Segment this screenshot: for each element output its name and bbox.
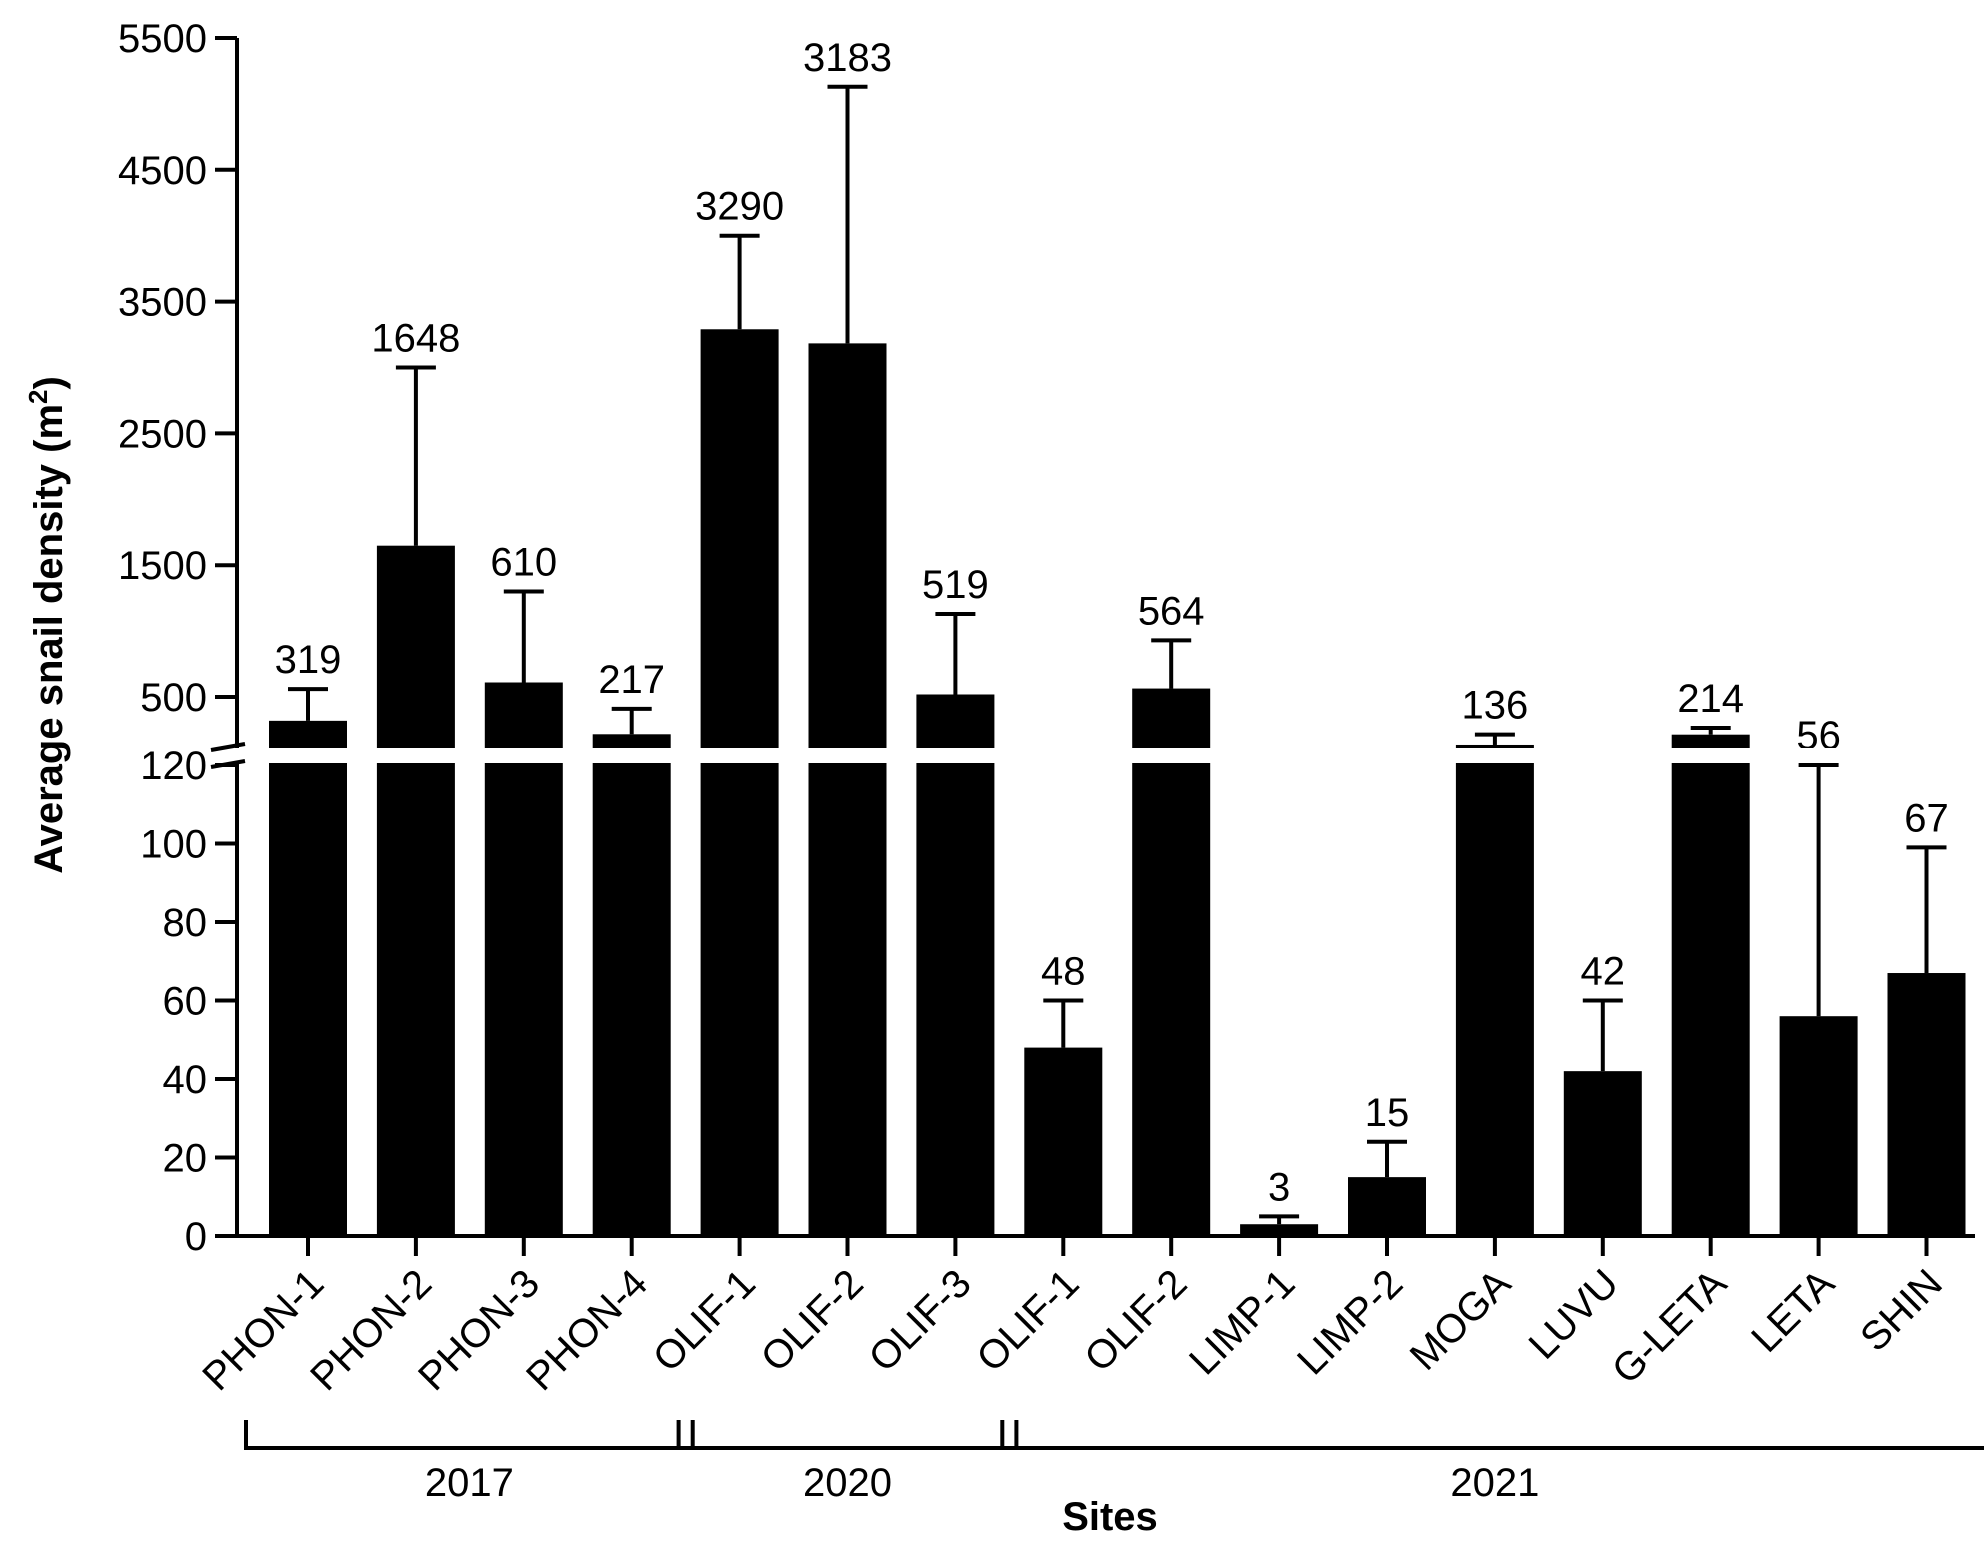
data-label: 42 [1581,950,1626,994]
bar [1563,1071,1642,1236]
data-label: 564 [1138,589,1205,633]
x-tick-label: OLIF-1 [969,1261,1088,1380]
y-tick-label: 2500 [118,412,207,456]
data-label: 214 [1677,677,1744,721]
year-label: 2020 [803,1461,892,1505]
data-label: 3183 [803,36,892,80]
year-groups: 2017 2020 2021 [244,1420,1984,1505]
data-label: 136 [1462,684,1529,728]
y-tick-label: 100 [140,823,207,867]
data-label: 610 [490,541,557,585]
y-tick-label: 3500 [118,281,207,325]
y-axis-label-superscript: 2 [23,390,53,404]
bar [1132,688,1211,1236]
x-axis-label: Sites [1062,1495,1158,1539]
bar [916,694,995,1236]
bar [1024,1047,1103,1236]
y-axis-upper-ticks: 500 1500 2500 3500 4500 5500 [118,17,237,720]
bar [1348,1177,1426,1236]
y-tick-label: 20 [163,1137,208,1181]
data-label: 1648 [371,317,460,361]
y-tick-label: 120 [140,744,207,788]
x-tick-label: PHON-4 [518,1261,656,1399]
x-tick-label: OLIF-3 [861,1261,980,1380]
data-label: 3 [1268,1165,1290,1209]
y-tick-label: 60 [163,980,208,1024]
data-label: 519 [922,563,989,607]
bar [269,720,347,1236]
y-tick-label: 1500 [118,544,207,588]
data-label: 15 [1365,1091,1410,1135]
x-tick-label: MOGA [1402,1261,1520,1379]
y-axis-label: Average snail density (m2) [23,376,71,874]
axis-break-mark [210,759,246,769]
axis-break-mark [210,742,246,752]
year-label: 2021 [1450,1461,1539,1505]
data-label: 217 [598,658,665,702]
bar [592,734,671,1236]
x-tick-label: LIMP-1 [1181,1261,1303,1383]
y-tick-label: 40 [163,1058,208,1102]
x-tick-label: LIMP-2 [1289,1261,1411,1383]
x-tick-label: SHIN [1852,1261,1951,1360]
bar [1887,973,1966,1236]
x-tick-label: G-LETA [1604,1261,1735,1392]
year-bracket [676,1420,1019,1450]
axis-break-gap [211,748,1961,763]
x-tick-label: OLIF-2 [753,1261,872,1380]
data-label: 3290 [695,185,784,229]
year-bracket [1000,1420,1984,1450]
y-tick-label: 5500 [118,17,207,61]
bar [1240,1224,1319,1236]
x-tick-label: OLIF-2 [1076,1261,1195,1380]
data-label: 67 [1904,796,1949,840]
data-label: 319 [275,638,342,682]
bar [700,329,779,1236]
bar [1455,744,1534,1236]
year-bracket [244,1420,695,1450]
bar [808,343,887,1236]
bar [1671,734,1750,1236]
y-tick-label: 80 [163,901,208,945]
x-axis-tick-labels: PHON-1PHON-2PHON-3PHON-4OLIF-1OLIF-2OLIF… [194,1236,1951,1399]
axis-break [210,742,1961,769]
x-tick-label: OLIF-1 [645,1261,764,1380]
bar [1779,1016,1858,1236]
year-label: 2017 [425,1461,514,1505]
bar [376,545,455,1236]
bars: 319 1648 610 217 3290 3183 519 48 564 3 15 136 42 214… [269,36,1966,1236]
y-tick-label: 0 [185,1215,207,1259]
data-label: 48 [1041,950,1086,994]
y-tick-label: 4500 [118,149,207,193]
x-tick-label: LETA [1743,1261,1843,1361]
y-axis-lower-ticks: 0 20 40 60 80 100 120 [140,744,237,1259]
x-tick-label: LUVU [1521,1261,1628,1368]
y-tick-label: 500 [140,676,207,720]
bar [484,682,563,1236]
